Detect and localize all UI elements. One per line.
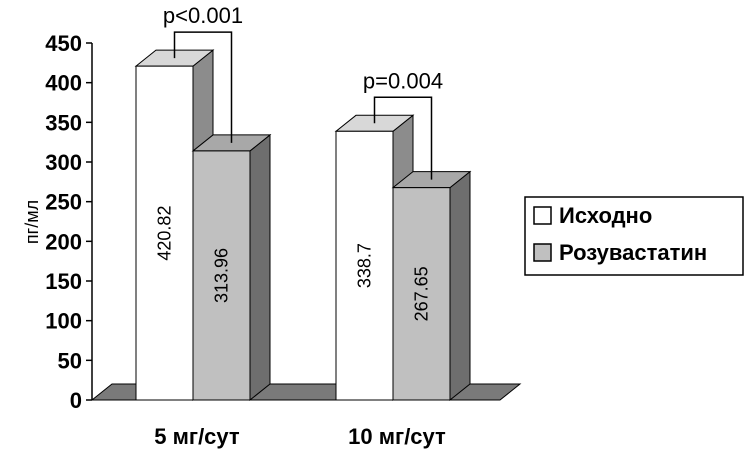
bar-side — [449, 170, 471, 402]
legend-box — [524, 196, 744, 276]
y-tick-label: 350 — [45, 110, 82, 135]
y-tick-label: 200 — [45, 229, 82, 254]
bar-value-label: 420.82 — [155, 206, 175, 261]
y-tick-label: 250 — [45, 190, 82, 215]
bar-front — [335, 130, 394, 401]
bar-front — [192, 150, 251, 401]
y-tick-label: 100 — [45, 309, 82, 334]
y-tick-label: 150 — [45, 269, 82, 294]
legend: Исходно Розувастатин — [524, 196, 744, 276]
bar-side — [249, 133, 271, 402]
p-value-bracket — [173, 31, 233, 143]
bar-value-label: 338.7 — [355, 243, 375, 288]
bar-front — [135, 65, 194, 401]
legend-label: Исходно — [559, 203, 652, 228]
y-axis: 0 50 100 150 200 250 300 350 400 450 — [45, 31, 93, 413]
y-tick-label: 50 — [58, 348, 82, 373]
x-category-label: 10 мг/сут — [348, 424, 446, 449]
bar-value-label: 267.65 — [412, 266, 432, 321]
x-axis-categories: 5 мг/сут 10 мг/сут — [154, 424, 446, 449]
y-axis-label: пг/мл — [22, 200, 42, 244]
p-value-label: p<0.001 — [163, 3, 243, 28]
legend-swatch — [533, 243, 552, 262]
p-value-label: p=0.004 — [363, 68, 443, 93]
y-tick-label: 450 — [45, 31, 82, 56]
bar-value-label: 313.96 — [212, 248, 232, 303]
y-tick-label: 400 — [45, 71, 82, 96]
bar-front — [392, 187, 451, 401]
legend-swatch — [533, 206, 552, 225]
y-tick-label: 0 — [70, 388, 82, 413]
x-category-label: 5 мг/сут — [154, 424, 240, 449]
significance-annotations: p<0.001 p=0.004 — [163, 3, 443, 180]
y-tick-label: 300 — [45, 150, 82, 175]
legend-label: Розувастатин — [559, 240, 707, 265]
bars: 420.82 313.96 338.7 267.65 — [134, 49, 472, 402]
p-value-bracket — [373, 96, 433, 180]
bar-rozuvastatin-0: 313.96 — [191, 133, 272, 402]
bar-rozuvastatin-1: 267.65 — [391, 170, 472, 402]
